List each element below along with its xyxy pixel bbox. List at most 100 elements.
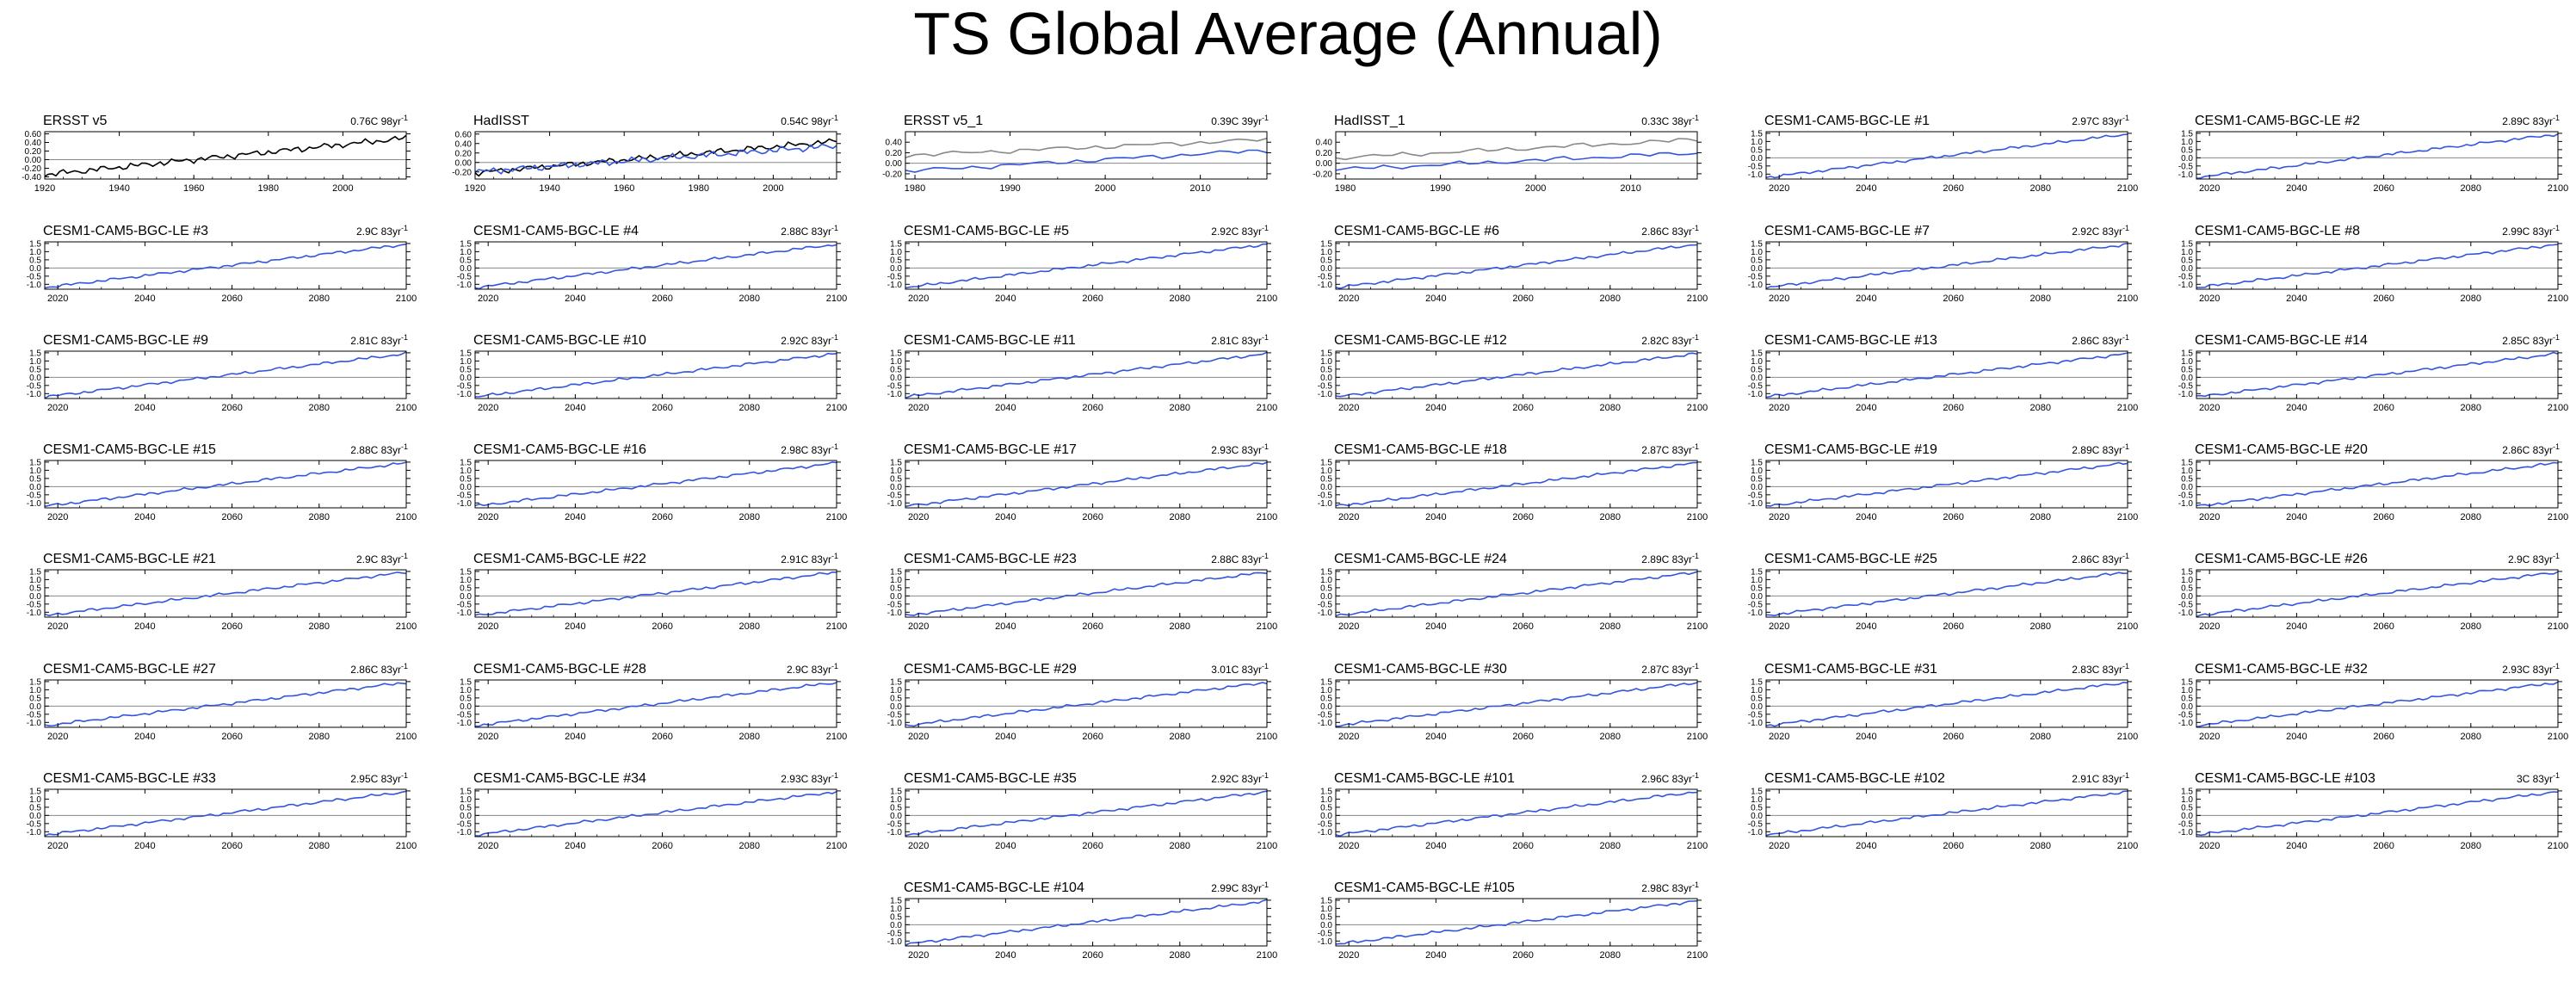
x-tick-label: 2100 [2117, 403, 2138, 413]
panel-trend-exponent: -1 [1692, 442, 1699, 451]
y-tick-label: 1.0 [460, 576, 472, 585]
series-line [905, 149, 1268, 173]
series-line [905, 351, 1268, 399]
x-tick-label: 2080 [2461, 732, 2481, 742]
panel-title: CESM1-CAM5-BGC-LE #17 [904, 442, 1077, 457]
x-tick-label: 2100 [2117, 841, 2138, 851]
y-tick-label: 0.5 [890, 584, 902, 593]
x-tick-label: 2060 [1512, 294, 1533, 304]
x-tick-label: 2060 [1512, 621, 1533, 632]
x-tick-label: 2040 [995, 950, 1016, 961]
y-tick-label: 1.0 [29, 686, 41, 695]
x-tick-label: 1990 [1430, 183, 1450, 194]
panel-title: CESM1-CAM5-BGC-LE #21 [43, 552, 216, 566]
y-tick-label: 0.5 [29, 584, 41, 593]
y-tick-label: 0.5 [1320, 256, 1332, 265]
x-tick-label: 2040 [565, 403, 585, 413]
x-tick-label: 2100 [2117, 621, 2138, 632]
y-tick-label: 1.0 [1320, 467, 1332, 476]
x-tick-label: 2060 [221, 403, 242, 413]
panel-trend: 2.81C 83yr-1 [1211, 333, 1269, 347]
y-tick-label: 0.0 [1320, 921, 1332, 930]
x-tick-label: 2040 [565, 841, 585, 851]
y-tick-label: 0.5 [460, 584, 472, 593]
series-line [44, 790, 407, 837]
x-tick-label: 2040 [995, 732, 1016, 742]
x-tick-label: 2100 [1257, 403, 1277, 413]
x-tick-label: 2080 [309, 621, 330, 632]
x-tick-label: 2060 [221, 841, 242, 851]
y-tick-label: 0.0 [29, 592, 41, 602]
x-tick-label: 2040 [1425, 512, 1446, 522]
x-tick-label: 2040 [134, 732, 155, 742]
y-tick-label: 0.0 [460, 592, 472, 602]
y-tick-label: 1.5 [1751, 458, 1763, 467]
panel-9: CESM1-CAM5-BGC-LE #5 2.92C 83yr-1 2020 2040… [887, 224, 1277, 304]
plot-frame [474, 241, 837, 290]
y-tick-label: 0.0 [890, 483, 902, 492]
x-tick-label: 2020 [1769, 732, 1789, 742]
x-tick-label: 2020 [1769, 183, 1789, 194]
y-tick-label: -1.0 [887, 390, 903, 399]
y-tick-label: 0.0 [890, 592, 902, 602]
x-tick-label: 2100 [2548, 183, 2568, 194]
y-tick-label: 0.0 [1320, 702, 1332, 712]
x-tick-label: 2080 [1170, 950, 1190, 961]
panel-title: CESM1-CAM5-BGC-LE #32 [2195, 662, 2368, 677]
series-line [474, 138, 837, 177]
y-tick-label: 1.0 [890, 467, 902, 476]
panel-trend: 2.88C 83yr-1 [1211, 552, 1269, 565]
y-tick-label: 1.0 [29, 576, 41, 585]
series-line [474, 352, 837, 398]
panel-trend: 2.85C 83yr-1 [2502, 333, 2560, 347]
x-tick-label: 1980 [905, 183, 925, 194]
y-tick-label: -0.5 [457, 819, 473, 829]
x-tick-label: 2020 [2199, 512, 2220, 522]
plot-frame [905, 241, 1268, 290]
panel-trend-exponent: -1 [2122, 442, 2129, 451]
panel-trend: 2.99C 83yr-1 [2502, 224, 2560, 238]
x-tick-label: 2080 [309, 294, 330, 304]
y-tick-label: 0.5 [1751, 474, 1763, 484]
y-tick-label: 1.5 [1751, 239, 1763, 249]
x-tick-label: 2080 [739, 403, 760, 413]
y-tick-label: 1.5 [460, 239, 472, 249]
plot-frame [905, 679, 1268, 728]
panel-20: CESM1-CAM5-BGC-LE #16 2.98C 83yr-1 2020 204… [457, 442, 847, 522]
plot-frame [2196, 679, 2559, 728]
x-tick-label: 2040 [1425, 294, 1446, 304]
panel-title: CESM1-CAM5-BGC-LE #12 [1334, 333, 1507, 348]
series-line [474, 461, 837, 507]
panel-26: CESM1-CAM5-BGC-LE #22 2.91C 83yr-1 2020 204… [457, 552, 847, 632]
x-tick-label: 2060 [2373, 512, 2394, 522]
y-tick-label: 1.5 [1320, 677, 1332, 687]
panel-31: CESM1-CAM5-BGC-LE #27 2.86C 83yr-1 2020 204… [27, 662, 417, 742]
panel-trend: 2.88C 83yr-1 [781, 224, 838, 238]
plot-frame [1335, 241, 1698, 290]
y-tick-label: -1.0 [27, 390, 42, 399]
y-tick-label: -0.5 [1748, 710, 1764, 720]
y-tick-label: 0.20 [455, 149, 473, 158]
x-tick-label: 2060 [1512, 732, 1533, 742]
y-tick-label: 1.0 [1320, 248, 1332, 257]
y-tick-label: 0.5 [2181, 803, 2193, 813]
y-tick-label: 1.0 [2181, 795, 2193, 805]
y-tick-label: -1.0 [1318, 828, 1333, 837]
y-tick-label: 0.60 [455, 130, 473, 139]
panel-trend-exponent: -1 [2553, 114, 2560, 122]
panel-18: CESM1-CAM5-BGC-LE #14 2.85C 83yr-1 2020 204… [2178, 333, 2568, 413]
y-tick-label: 0.0 [2181, 264, 2193, 274]
x-tick-label: 2060 [2373, 732, 2394, 742]
y-tick-label: 1.0 [1751, 686, 1763, 695]
y-tick-label: 0.00 [886, 159, 903, 169]
panel-title: CESM1-CAM5-BGC-LE #20 [2195, 442, 2368, 457]
x-tick-label: 2060 [1943, 294, 1963, 304]
x-tick-label: 2100 [2548, 403, 2568, 413]
x-tick-label: 2020 [1338, 841, 1359, 851]
y-tick-label: -0.5 [457, 710, 473, 720]
x-tick-label: 2080 [2461, 512, 2481, 522]
y-tick-label: 1.5 [460, 567, 472, 577]
x-tick-label: 2020 [1338, 732, 1359, 742]
series-line [474, 790, 837, 837]
panel-trend-exponent: -1 [1692, 114, 1699, 122]
